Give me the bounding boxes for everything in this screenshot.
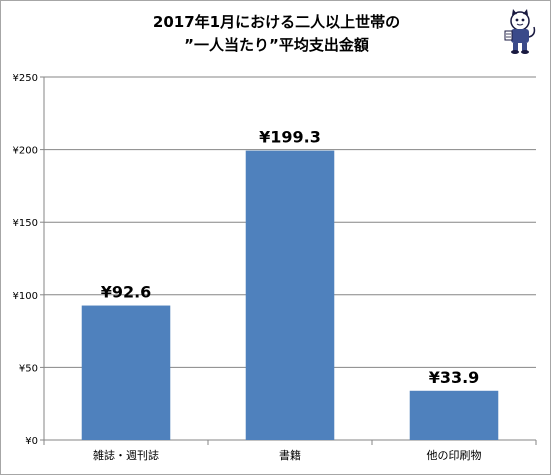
data-label: ¥92.6 [101,283,152,302]
y-tick-label: ¥200 [13,146,38,157]
x-tick-label: 書籍 [279,448,301,462]
bar [409,390,499,440]
y-tick-label: ¥100 [13,291,38,302]
bar [81,305,171,440]
x-tick-label: 雑誌・週刊誌 [93,448,159,462]
chart-title-line2: ”一人当たり”平均支出金額 [184,36,369,54]
chart-title-line1: 2017年1月における二人以上世帯の [152,13,401,31]
y-tick-label: ¥150 [13,218,38,229]
cat-mascot-icon [504,9,536,54]
x-tick-label: 他の印刷物 [427,448,482,462]
bar [245,150,335,440]
y-tick-label: ¥0 [25,436,38,447]
y-tick-label: ¥50 [19,363,38,374]
data-label: ¥33.9 [429,368,480,387]
data-labels: ¥92.6 ¥199.3 ¥33.9 [101,128,480,387]
chart-title: 2017年1月における二人以上世帯の ”一人当たり”平均支出金額 [1,11,551,57]
y-tick-label: ¥250 [13,73,38,84]
bars [81,150,499,440]
data-label: ¥199.3 [259,128,321,147]
